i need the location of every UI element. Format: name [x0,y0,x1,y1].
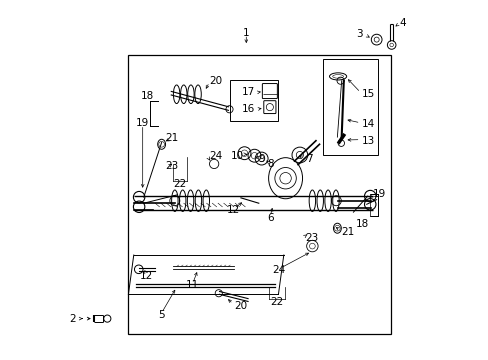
Text: 12: 12 [140,271,153,281]
Text: 21: 21 [165,133,179,143]
Text: 22: 22 [172,179,186,189]
Bar [128,55,390,334]
Text: 24: 24 [208,151,222,161]
Text: 23: 23 [305,233,318,243]
Text: 14: 14 [361,118,374,129]
Text: 17: 17 [242,87,255,98]
Text: 12: 12 [227,205,240,215]
Text: 24: 24 [271,265,285,275]
Text: 11: 11 [186,280,199,291]
Text: 5: 5 [158,310,164,320]
Text: 20: 20 [233,301,246,311]
Text: 10: 10 [230,151,244,161]
Bar [323,59,378,155]
Bar [230,80,278,121]
Text: 20: 20 [208,76,222,86]
Text: 3: 3 [355,28,362,39]
Text: 9: 9 [258,154,264,164]
Text: 1: 1 [243,28,249,38]
Text: 8: 8 [266,159,273,169]
Text: 15: 15 [361,89,374,99]
Text: 2: 2 [69,314,76,324]
Text: 19: 19 [372,189,385,199]
Text: 18: 18 [141,91,154,101]
Text: 22: 22 [269,297,283,307]
Text: 4: 4 [399,18,406,28]
Text: 6: 6 [266,213,273,223]
Text: 16: 16 [242,104,255,114]
Text: 19: 19 [136,118,149,128]
Text: 13: 13 [361,136,374,146]
Text: 23: 23 [165,161,179,171]
Text: 7: 7 [305,154,312,164]
Text: 18: 18 [355,219,368,229]
Text: 21: 21 [340,227,353,237]
